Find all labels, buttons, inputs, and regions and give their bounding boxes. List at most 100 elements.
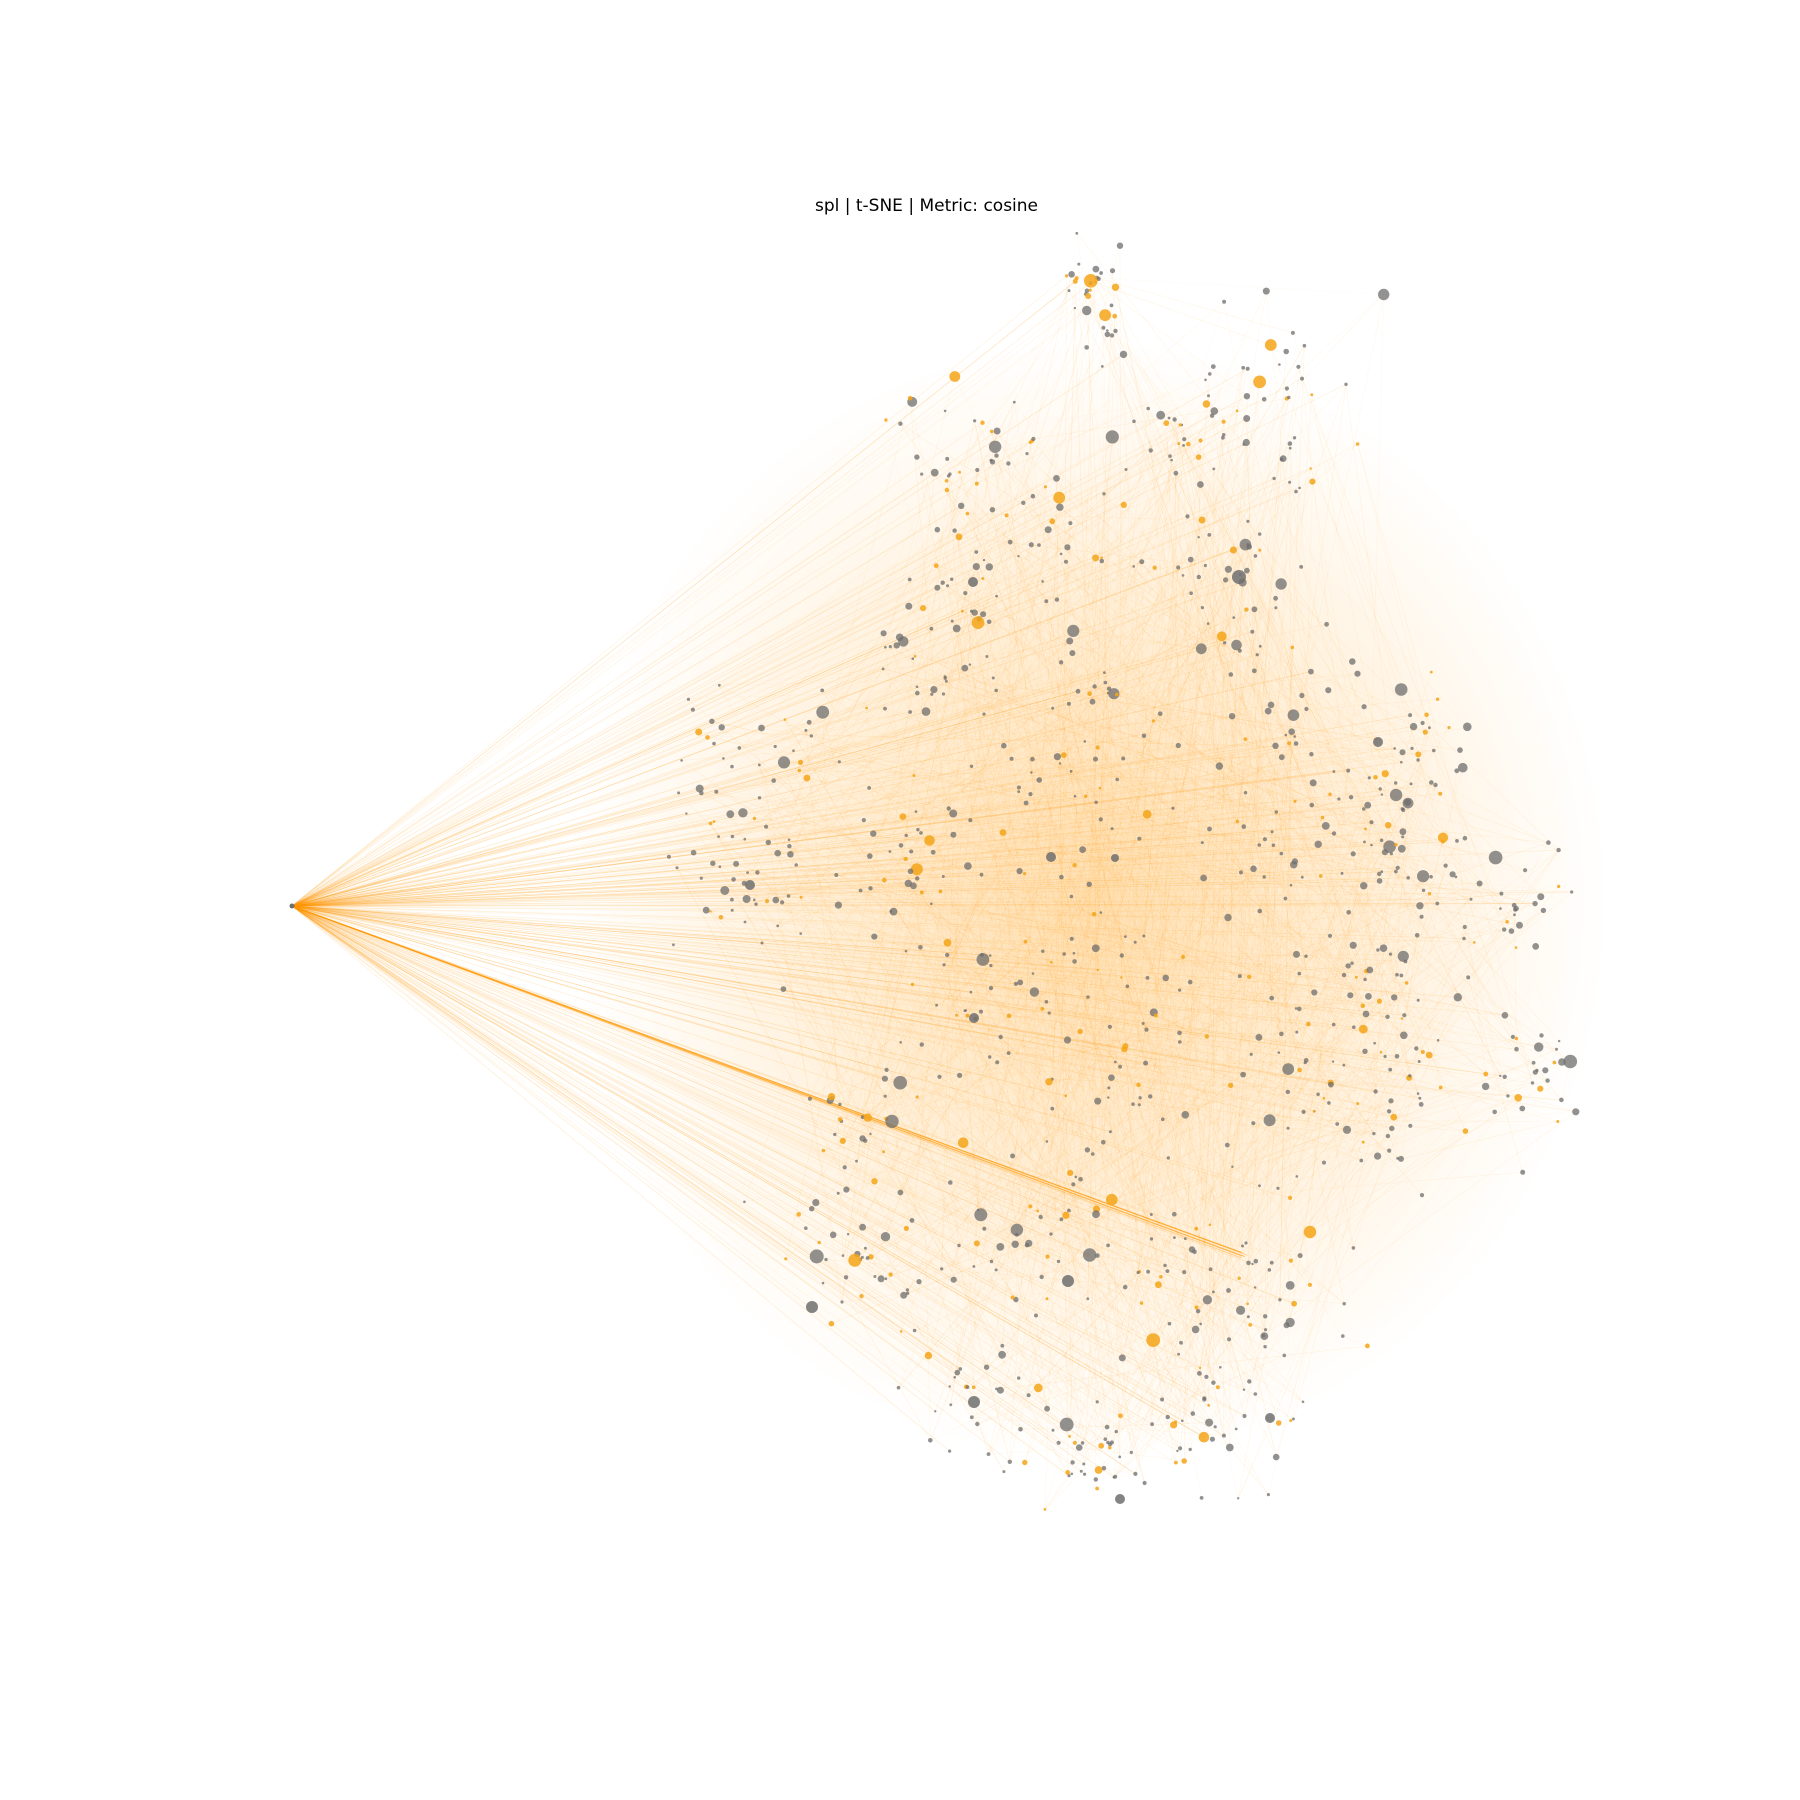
hub-edge — [291, 905, 1183, 1422]
graph-node — [1455, 839, 1459, 843]
graph-edge — [1087, 788, 1101, 1299]
graph-node — [753, 898, 756, 902]
graph-edge — [973, 1011, 982, 1388]
graph-edge — [716, 791, 777, 901]
graph-edge — [931, 698, 1438, 905]
graph-edge — [825, 1259, 1110, 1448]
graph-edge — [746, 858, 906, 900]
graph-edge — [1112, 270, 1186, 1239]
graph-edge — [788, 839, 857, 1162]
graph-edge — [712, 689, 1402, 864]
graph-node — [1267, 701, 1275, 709]
graph-node — [1351, 1246, 1356, 1250]
graph-edge — [1025, 290, 1267, 804]
graph-node — [1258, 1184, 1261, 1188]
graph-node — [884, 1067, 889, 1072]
graph-node — [1237, 1276, 1241, 1280]
graph-edge — [1281, 757, 1351, 996]
graph-edge — [1353, 945, 1505, 1078]
graph-edge — [1150, 1096, 1270, 1121]
graph-node — [1156, 410, 1166, 420]
hub-edge — [291, 905, 1098, 971]
graph-edge — [775, 840, 1382, 901]
graph-edge — [996, 430, 1371, 971]
graph-edge — [823, 1040, 1560, 1151]
graph-edge — [1310, 671, 1426, 733]
graph-edge — [1207, 623, 1398, 1159]
graph-edge — [1270, 344, 1533, 1084]
graph-edge — [1208, 938, 1465, 1423]
graph-node — [1047, 1011, 1051, 1015]
graph-edge — [971, 1263, 1253, 1418]
graph-edge — [1114, 745, 1179, 1477]
graph-edge — [799, 770, 922, 834]
graph-node — [888, 1272, 893, 1277]
graph-edge — [977, 622, 1426, 733]
graph-node — [1289, 883, 1293, 887]
graph-edge — [1114, 876, 1424, 1477]
graph-edge — [1361, 732, 1426, 1161]
hub-edge — [291, 801, 1408, 907]
graph-node — [979, 872, 984, 877]
graph-node — [1365, 1343, 1370, 1349]
graph-edge — [841, 436, 1113, 1122]
graph-edge — [959, 1075, 1186, 1239]
hub-edge — [291, 905, 1246, 1258]
graph-edge — [909, 711, 1028, 1246]
graph-node — [1316, 1092, 1320, 1097]
graph-edge — [1127, 986, 1245, 1390]
graph-edge — [1245, 544, 1325, 1099]
graph-node — [1195, 1309, 1201, 1314]
graph-node — [1438, 791, 1443, 796]
graph-node — [946, 584, 949, 588]
hub-edge — [291, 905, 1074, 954]
graph-edge — [885, 419, 1145, 1484]
graph-node — [1520, 1169, 1526, 1175]
graph-edge — [1280, 583, 1559, 851]
graph-node — [883, 1094, 887, 1098]
graph-edge — [1188, 443, 1365, 707]
graph-node — [1555, 1047, 1558, 1051]
hub-edge — [291, 905, 1259, 1038]
graph-edge — [701, 792, 1526, 871]
graph-edge — [811, 676, 946, 1209]
graph-node — [905, 602, 913, 610]
graph-node — [1163, 1263, 1167, 1268]
graph-node — [1248, 1323, 1253, 1327]
hub-edge — [291, 561, 1142, 907]
graph-edge — [976, 953, 1391, 1244]
graph-edge — [1052, 521, 1389, 1137]
graph-node — [1418, 1096, 1422, 1100]
hub-edge — [291, 903, 1536, 907]
graph-node — [1331, 1022, 1336, 1027]
graph-edge — [870, 888, 1505, 1016]
graph-node — [809, 734, 813, 738]
graph-node — [973, 419, 977, 423]
graph-edge — [1074, 795, 1430, 894]
hub-edge — [291, 890, 725, 907]
graph-edge — [1000, 910, 1544, 1391]
hub-edge — [291, 825, 1326, 907]
graph-edge — [1046, 478, 1057, 1002]
graph-edge — [967, 415, 1213, 1016]
graph-edge — [744, 833, 1335, 840]
graph-node — [843, 1275, 849, 1280]
graph-edge — [978, 330, 1116, 619]
graph-node — [1084, 345, 1089, 350]
graph-edge — [701, 877, 1501, 909]
graph-edge — [688, 699, 1311, 1233]
graph-edge — [947, 585, 1067, 1216]
graph-node — [1034, 1313, 1038, 1318]
graph-edge — [982, 959, 1151, 1097]
graph-edge — [1099, 469, 1127, 789]
graph-node — [1443, 863, 1448, 868]
hub-edge — [291, 905, 1146, 1064]
hub-edge — [291, 905, 992, 1262]
graph-node — [969, 764, 974, 768]
graph-edge — [706, 909, 976, 1019]
graph-node — [794, 863, 798, 867]
graph-edge — [1057, 756, 1357, 978]
graph-edge — [1008, 1052, 1344, 1066]
graph-edge — [761, 727, 777, 901]
graph-node — [1137, 836, 1142, 841]
